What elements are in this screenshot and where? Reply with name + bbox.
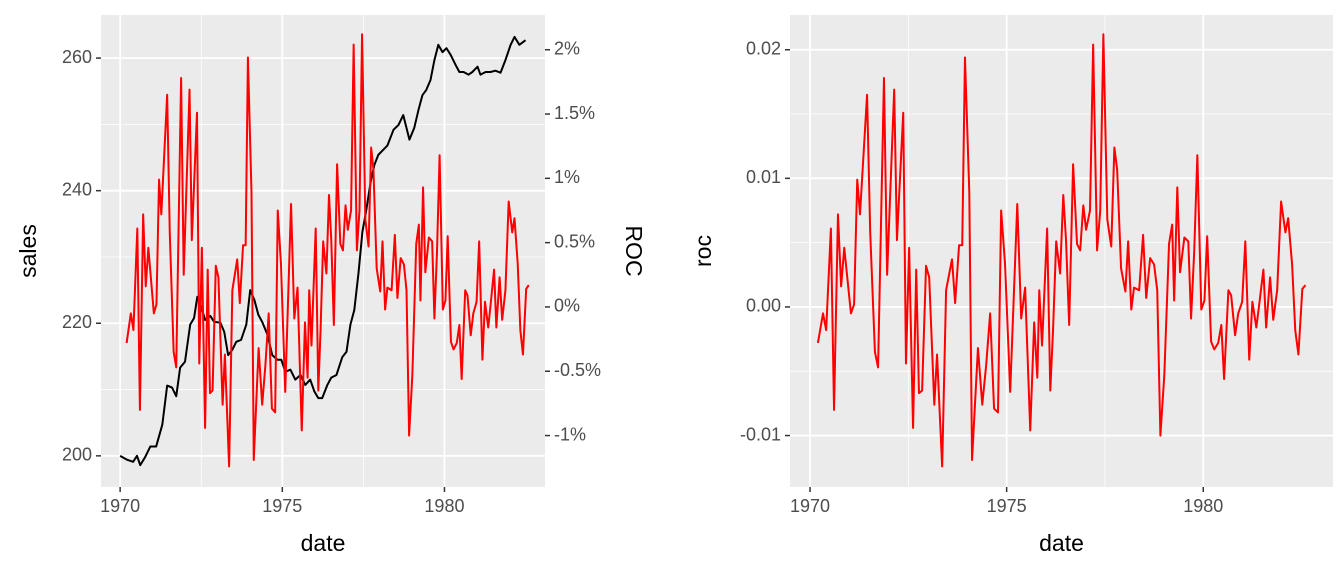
y2-tick-label: 0.5% — [554, 231, 595, 251]
y-tick-label: 0.02 — [746, 38, 781, 58]
y2-tick-label: -0.5% — [554, 360, 601, 380]
x-tick-label: 1980 — [1183, 496, 1223, 516]
y2-tick-label: -1% — [554, 424, 586, 444]
y2-tick-label: 1.5% — [554, 103, 595, 123]
x-tick-label: 1975 — [262, 496, 302, 516]
y-tick-label: 0.00 — [746, 296, 781, 316]
y2-tick-label: 1% — [554, 167, 580, 187]
x-axis-title: date — [1039, 530, 1084, 556]
y-tick-label: 200 — [62, 445, 92, 465]
x-tick-label: 1970 — [100, 496, 140, 516]
y2-axis-title: ROC — [621, 225, 647, 276]
x-tick-label: 1980 — [424, 496, 464, 516]
y-axis-title: roc — [690, 235, 716, 267]
y-tick-label: -0.01 — [740, 424, 781, 444]
y2-tick-label: 0% — [554, 296, 580, 316]
y-tick-label: 0.01 — [746, 167, 781, 187]
data-line — [119, 35, 527, 467]
y-axis-title: sales — [15, 224, 41, 278]
data-line — [816, 33, 1307, 468]
x-tick-label: 1970 — [790, 496, 830, 516]
x-axis-title: date — [301, 530, 346, 556]
y-tick-label: 220 — [62, 312, 92, 332]
y-tick-label: 260 — [62, 47, 92, 67]
data-line — [125, 33, 530, 468]
y2-tick-label: 2% — [554, 38, 580, 58]
y-tick-label: 240 — [62, 179, 92, 199]
x-tick-label: 1975 — [987, 496, 1027, 516]
